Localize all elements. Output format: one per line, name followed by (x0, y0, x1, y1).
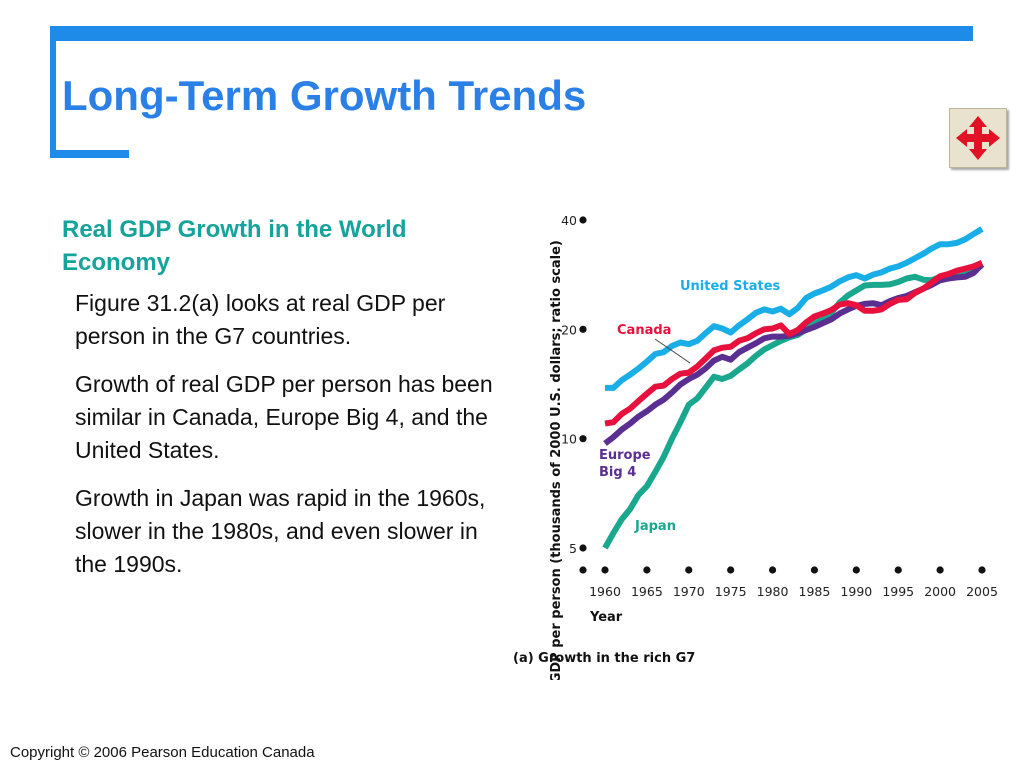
x-axis-ticks: 1960 1965 1970 1975 1980 1985 1990 1995 2000 2005 (589, 584, 998, 599)
x-tick-label: 1980 (757, 584, 789, 599)
series-labels: United States Canada Europe Big 4 Japan (599, 279, 781, 534)
section-subtitle: Real GDP Growth in the World Economy (62, 216, 407, 276)
x-tick-dot (685, 566, 693, 574)
series-line-united-states (605, 226, 984, 391)
four-way-arrows-icon (956, 116, 1000, 160)
bullet-text: Growth in Japan was rapid in the 1960s, … (75, 485, 486, 577)
series-lines (602, 226, 985, 550)
y-tick-dot (579, 216, 587, 224)
series-label-united-states: United States (680, 279, 781, 294)
series-label-europe-big-4: Europe Big 4 (599, 448, 651, 480)
navigation-button[interactable] (949, 108, 1007, 168)
y-tick-dot (579, 544, 587, 552)
left-accent-bar (50, 26, 56, 158)
bullet-list: Figure 31.2(a) looks at real GDP per per… (75, 287, 495, 596)
x-tick-label: 2005 (966, 584, 998, 599)
x-tick-dot (810, 566, 819, 574)
copyright-notice: Copyright © 2006 Pearson Education Canad… (10, 744, 315, 761)
x-tick-label: 1970 (673, 584, 705, 599)
x-tick-dot (978, 566, 986, 574)
bullet-text: Growth of real GDP per person has been s… (75, 371, 493, 463)
x-tick-label: 1975 (715, 584, 747, 599)
y-tick-label: 20 (561, 322, 577, 337)
series-line-canada (604, 260, 984, 427)
x-tick-label: 1965 (631, 584, 663, 599)
series-label-japan: Japan (634, 519, 676, 534)
y-axis-ticks: 5 10 20 40 (561, 213, 577, 556)
canada-leader-line (654, 338, 691, 364)
x-tick-label: 1990 (840, 584, 872, 599)
chart-caption: (a) Growth in the rich G7 (513, 651, 695, 666)
bullet-text: Figure 31.2(a) looks at real GDP per per… (75, 290, 446, 349)
axis-dots (579, 216, 986, 574)
y-tick-label: 40 (561, 213, 577, 228)
x-tick-label: 1995 (882, 584, 914, 599)
y-tick-dot (579, 325, 587, 333)
x-tick-dot (643, 566, 651, 574)
origin-dot (579, 566, 587, 574)
bottom-accent-bar (50, 150, 129, 158)
top-accent-bar (50, 26, 973, 41)
x-tick-dot (727, 566, 735, 574)
x-tick-dot (936, 566, 944, 574)
x-axis-label: Year (589, 610, 623, 625)
x-tick-dot (852, 566, 860, 574)
y-tick-dot (579, 435, 587, 443)
x-tick-dot (601, 566, 609, 574)
y-tick-label: 5 (569, 541, 577, 556)
x-tick-dot (768, 566, 777, 574)
x-tick-label: 1960 (589, 584, 621, 599)
x-tick-dot (894, 566, 902, 574)
x-tick-label: 2000 (924, 584, 956, 599)
y-axis-label: Real GDP per person (thousands of 2000 U… (549, 240, 564, 680)
slide-title: Long-Term Growth Trends (62, 72, 587, 119)
gdp-growth-chart: 5 10 20 40 1960 1965 1970 1975 1980 1985 1990 1995… (513, 213, 998, 680)
x-tick-label: 1985 (799, 584, 831, 599)
y-tick-label: 10 (561, 432, 577, 447)
series-label-canada: Canada (617, 323, 671, 338)
